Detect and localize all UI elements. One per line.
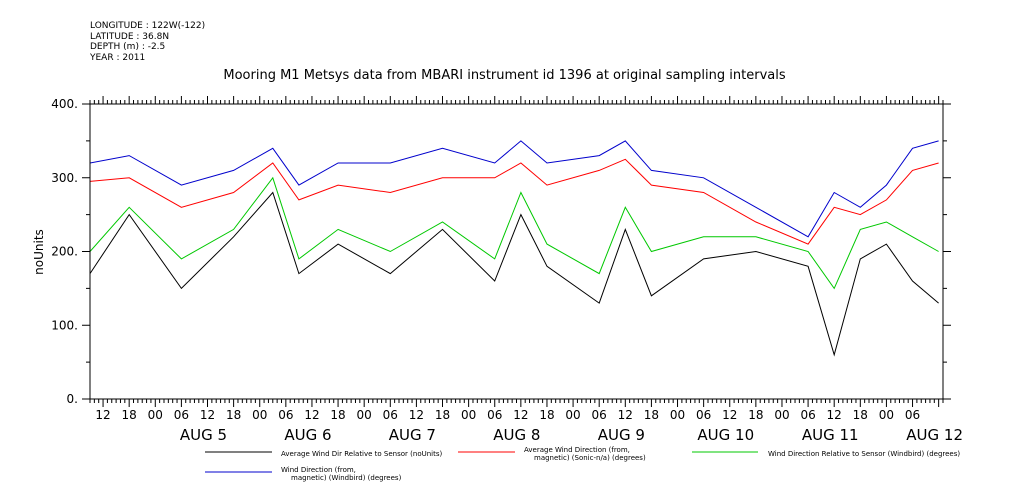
x-day-label: AUG 10	[697, 426, 754, 444]
x-tick-label: 00	[357, 408, 372, 422]
x-tick-label: 00	[252, 408, 267, 422]
x-tick-label: 18	[435, 408, 450, 422]
x-tick-label: 06	[278, 408, 293, 422]
legend-label-3: Wind Direction Relative to Sensor (Windb…	[768, 450, 960, 458]
legend-label-4: Wind Direction (from, magnetic) (Windbird…	[281, 466, 402, 482]
y-tick-label: 300.	[51, 171, 78, 185]
legend-label-2: Average Wind Direction (from, magnetic) (…	[524, 446, 646, 462]
longitude-text: LONGITUDE : 122W(-122)	[90, 21, 206, 31]
x-tick-label: 12	[200, 408, 215, 422]
legend-label-1: Average Wind Dir Relative to Sensor (noU…	[281, 450, 442, 458]
y-axis-label: noUnits	[32, 229, 46, 275]
series-line-4	[90, 140, 939, 238]
x-day-label: AUG 9	[598, 426, 645, 444]
x-tick-label: 00	[148, 408, 163, 422]
x-tick-label: 06	[905, 408, 920, 422]
x-tick-label: 06	[174, 408, 189, 422]
x-day-label: AUG 11	[802, 426, 859, 444]
x-day-label: AUG 6	[284, 426, 331, 444]
y-tick-label: 100.	[51, 318, 78, 332]
x-tick-label: 18	[122, 408, 137, 422]
x-tick-label: 18	[748, 408, 763, 422]
x-tick-label: 00	[670, 408, 685, 422]
y-tick-label: 0.	[67, 392, 78, 406]
x-tick-label: 00	[774, 408, 789, 422]
x-tick-label: 06	[696, 408, 711, 422]
x-tick-label: 12	[409, 408, 424, 422]
x-tick-label: 06	[383, 408, 398, 422]
latitude-text: LATITUDE : 36.8N	[90, 31, 170, 42]
y-tick-label: 400.	[51, 97, 78, 111]
station-metadata: LONGITUDE : 122W(-122) LATITUDE : 36.8N DE…	[90, 21, 205, 63]
x-day-label: AUG 12	[906, 426, 963, 444]
x-tick-label: 12	[304, 408, 319, 422]
x-tick-label: 06	[592, 408, 607, 422]
x-tick-label: 18	[330, 408, 345, 422]
x-day-label: AUG 5	[180, 426, 227, 444]
plot-frame	[89, 103, 944, 400]
x-tick-label: 18	[644, 408, 659, 422]
series-line-3	[90, 176, 939, 290]
x-tick-label: 18	[853, 408, 868, 422]
x-tick-label: 12	[95, 408, 110, 422]
x-tick-label: 06	[487, 408, 502, 422]
x-tick-label: 12	[618, 408, 633, 422]
depth-text: DEPTH (m) : -2.5	[90, 42, 166, 52]
x-tick-label: 12	[513, 408, 528, 422]
year-text: YEAR : 2011	[90, 52, 146, 63]
x-tick-label: 00	[461, 408, 476, 422]
x-tick-label: 12	[722, 408, 737, 422]
x-tick-label: 18	[539, 408, 554, 422]
x-tick-label: 18	[226, 408, 241, 422]
x-day-label: AUG 8	[493, 426, 540, 444]
x-tick-label: 12	[827, 408, 842, 422]
x-tick-label: 06	[800, 408, 815, 422]
series-line-1	[90, 191, 939, 357]
series-line-2	[90, 158, 939, 245]
x-day-label: AUG 7	[389, 426, 436, 444]
x-tick-label: 00	[565, 408, 580, 422]
chart-title: Mooring M1 Metsys data from MBARI instru…	[223, 68, 786, 83]
x-tick-label: 00	[879, 408, 894, 422]
y-tick-label: 200.	[51, 245, 78, 259]
